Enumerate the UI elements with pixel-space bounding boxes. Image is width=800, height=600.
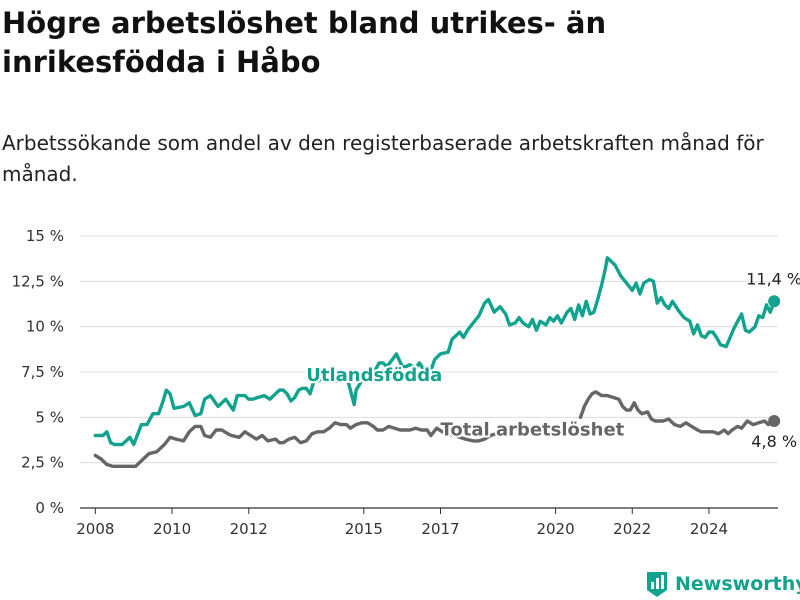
x-tick-label: 2024 <box>690 520 728 538</box>
series-line-utlandsfodda <box>93 256 776 447</box>
x-tick-label: 2022 <box>613 520 651 538</box>
x-tick-label: 2008 <box>76 520 114 538</box>
series-end-point <box>768 295 781 308</box>
x-tick-label: 2017 <box>421 520 459 538</box>
series-end-point <box>768 414 781 427</box>
series-line-total <box>93 390 776 468</box>
x-tick-label: 2020 <box>536 520 574 538</box>
y-tick-label: 2,5 % <box>21 454 64 472</box>
y-tick-label: 5 % <box>35 408 64 426</box>
x-tick-label: 2015 <box>345 520 383 538</box>
y-tick-label: 12,5 % <box>12 272 64 290</box>
y-tick-label: 0 % <box>35 499 64 517</box>
end-value-label: 4,8 % <box>751 432 797 451</box>
x-tick-label: 2010 <box>153 520 191 538</box>
x-tick-label: 2012 <box>230 520 268 538</box>
newsworthy-brand: Newsworthy <box>645 568 800 600</box>
end-value-label: 11,4 % <box>746 269 800 288</box>
chart-title: Högre arbetslöshet bland utrikes- än inr… <box>2 6 607 79</box>
series-label: Total arbetslöshet <box>441 419 625 440</box>
y-tick-label: 15 % <box>26 227 64 245</box>
chart-subtitle: Arbetssökande som andel av den registerb… <box>2 131 764 186</box>
y-tick-label: 10 % <box>26 318 64 336</box>
series-label: Utlandsfödda <box>306 365 442 386</box>
bar-chart-logo-icon <box>647 572 667 597</box>
brand-name: Newsworthy <box>675 573 800 595</box>
y-tick-label: 7,5 % <box>21 363 64 381</box>
